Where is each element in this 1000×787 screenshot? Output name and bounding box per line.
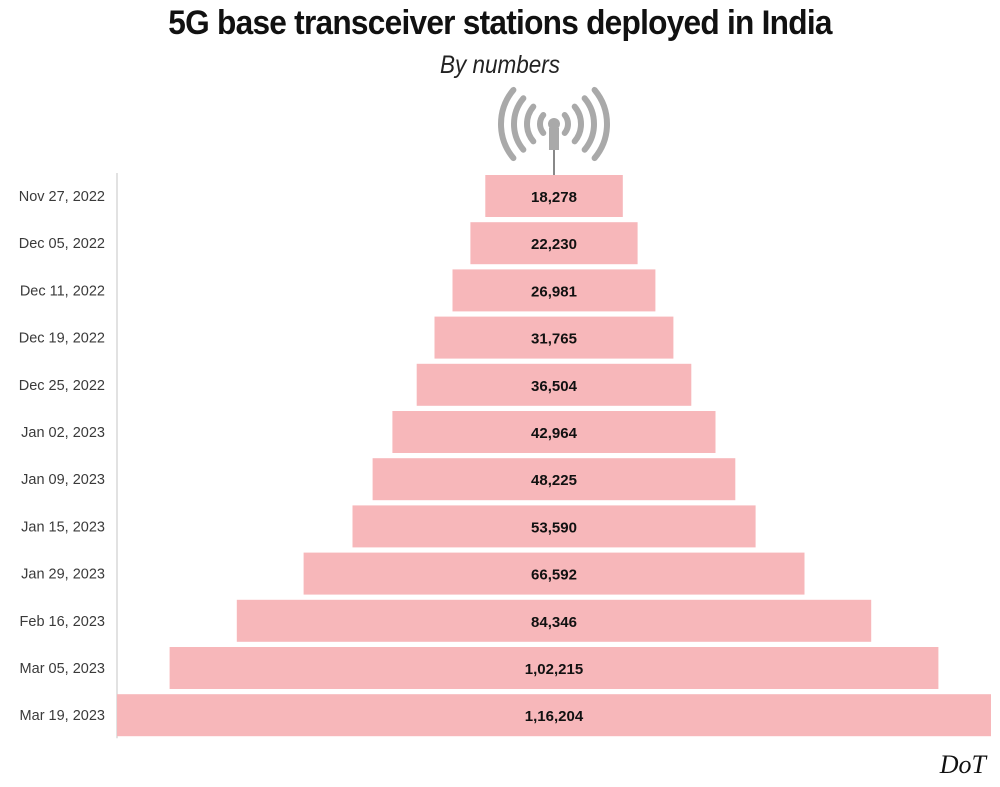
tick-labels-group: Nov 27, 2022 Dec 05, 2022 Dec 11, 2022 Dec …: [19, 189, 105, 724]
bar-11: [117, 694, 991, 737]
bar-1: [470, 222, 638, 265]
chart-title: 5G base transceiver stations deployed in…: [168, 4, 832, 42]
bars-group: [117, 175, 991, 737]
bar-3: [434, 316, 674, 359]
bar-4: [416, 363, 692, 406]
data-label-5: 42,964: [531, 425, 578, 442]
tick-label-11: Mar 19, 2023: [20, 708, 105, 724]
bar-0: [485, 175, 623, 217]
data-label-8: 66,592: [531, 567, 577, 584]
data-label-0: 18,278: [531, 189, 577, 206]
bar-2: [452, 269, 656, 312]
chart-subtitle: By numbers: [439, 51, 561, 79]
bar-8: [303, 552, 805, 595]
tick-label-0: Nov 27, 2022: [19, 189, 105, 205]
tick-label-6: Jan 09, 2023: [21, 472, 105, 488]
bar-9: [236, 599, 872, 642]
data-label-1: 22,230: [531, 236, 577, 253]
data-labels-group: 18,278 22,230 26,981 31,765 36,504 42,964 48,2…: [525, 189, 584, 725]
tick-label-7: Jan 15, 2023: [21, 519, 105, 535]
bar-5: [392, 411, 716, 453]
tick-label-2: Dec 11, 2022: [20, 283, 105, 299]
source-credit: DoT: [939, 750, 986, 779]
bar-6: [372, 458, 736, 501]
tick-label-1: Dec 05, 2022: [19, 236, 105, 252]
tick-label-5: Jan 02, 2023: [21, 425, 105, 441]
tick-label-3: Dec 19, 2022: [19, 331, 105, 347]
tick-label-8: Jan 29, 2023: [21, 567, 105, 583]
data-label-9: 84,346: [531, 614, 577, 631]
tick-label-4: Dec 25, 2022: [19, 378, 105, 394]
tick-label-10: Mar 05, 2023: [20, 661, 105, 677]
data-label-10: 1,02,215: [525, 661, 583, 678]
data-label-6: 48,225: [531, 472, 577, 489]
data-label-11: 1,16,204: [525, 708, 584, 725]
bar-7: [352, 505, 756, 548]
bar-10: [169, 647, 939, 689]
tick-label-9: Feb 16, 2023: [20, 614, 105, 630]
data-label-4: 36,504: [531, 378, 578, 395]
signal-tower-icon: [498, 86, 610, 175]
data-label-7: 53,590: [531, 519, 577, 536]
data-label-2: 26,981: [531, 283, 577, 300]
data-label-3: 31,765: [531, 331, 577, 348]
